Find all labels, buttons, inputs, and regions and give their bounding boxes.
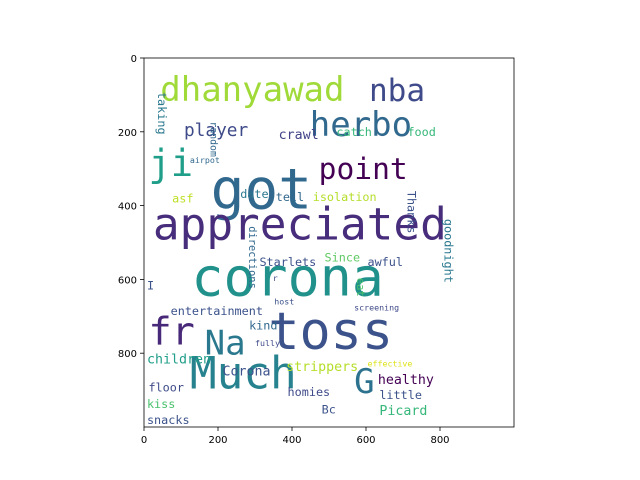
word-corona: Corona [222,364,270,379]
y-axis: 0 200 400 600 800 [118,54,144,360]
word-little: little [379,388,422,402]
word-isolation: isolation [313,190,377,204]
word-fr: fr [148,309,194,354]
axes-frame [143,57,515,428]
word-eat: eat [354,278,366,297]
word-i: I [147,279,154,293]
word-na: Na [205,324,246,364]
y-tick-label: 0 [131,54,137,65]
word-snacks: snacks [147,413,190,427]
x-tick-label: 400 [282,435,301,446]
word-entertainment: entertainment [171,304,263,318]
word-screening: screening [354,302,399,312]
wordcloud: corona got toss appreciated Much herbodhanyaw… [147,70,455,427]
word-taking: taking [155,92,169,135]
y-tick-label: 800 [118,349,137,360]
x-tick-label: 200 [208,435,227,446]
word-player: player [184,120,249,141]
word-nba: nba [369,73,425,109]
word-children: children [147,353,211,368]
x-tick-label: 600 [356,435,375,446]
word-much: Much [190,349,297,400]
word-g: G [354,362,374,402]
x-tick-label: 0 [141,435,147,446]
word-directions: directions [246,226,258,289]
word-starlets: Starlets [259,255,316,269]
word-fully: fully [255,338,280,348]
word-healthy: healthy [378,373,434,388]
y-tick-label: 400 [118,202,137,213]
word-picard: Picard [379,404,427,419]
word-r: r [273,273,278,283]
word-thanks: Thanks [404,191,418,234]
word-tell: tell [276,190,304,204]
word-ji: ji [148,142,193,185]
word-strippers: strippers [286,360,358,375]
word-bc: Bc [322,403,336,417]
word-asf: asf [172,192,193,206]
word-kind: kind [249,319,277,333]
word-dhanyawad: dhanyawad [160,70,344,110]
x-tick-label: 800 [430,435,449,446]
word-herbo: herbo [310,105,412,145]
word-airpot: airpot [190,155,220,165]
word-got: got [211,158,312,223]
y-tick-label: 200 [118,128,137,139]
word-crawl: crawl [279,128,319,143]
word-food: food [407,125,435,139]
word-awful: awful [367,255,403,269]
y-tick-label: 600 [118,275,137,286]
word-since: Since [325,251,361,265]
word-point: point [319,152,408,186]
word-random: random [208,121,219,156]
word-date: date [240,187,268,201]
word-kiss: kiss [147,397,175,411]
word-appreciated: appreciated [153,200,447,251]
x-axis: 0 200 400 600 800 [141,427,450,446]
word-effective: effective [367,358,412,368]
word-homies: homies [288,385,331,399]
word-host: host [274,296,294,306]
word-floor: floor [148,381,184,395]
word-corona: corona [191,247,384,309]
word-catch: catch [336,125,372,139]
word-toss: toss [268,302,393,362]
word-goodnight: goodnight [441,219,455,283]
